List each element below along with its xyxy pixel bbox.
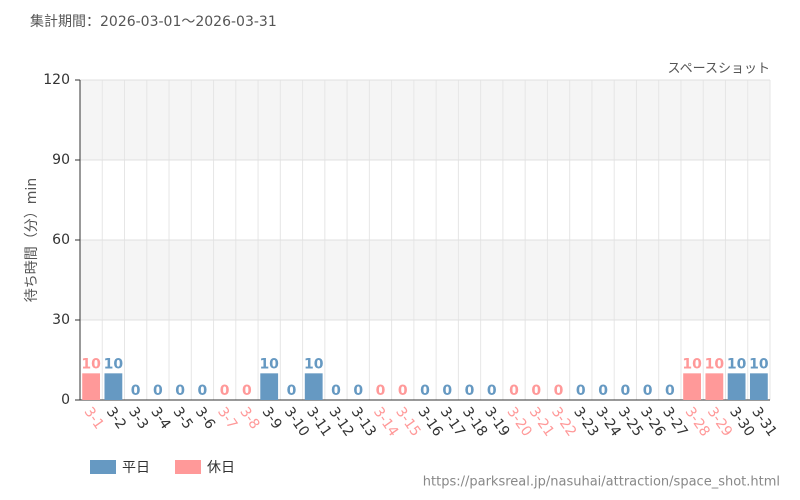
grid-band	[80, 80, 770, 160]
x-tick-label: 3-9	[259, 404, 285, 432]
y-tick-label: 60	[52, 232, 70, 248]
data-label: 10	[749, 356, 769, 372]
data-label: 10	[682, 356, 702, 372]
x-tick-label: 3-7	[214, 404, 240, 432]
x-tick-label: 3-3	[125, 404, 151, 432]
data-label: 0	[376, 383, 386, 399]
x-tick-label: 3-31	[748, 404, 779, 439]
bar	[82, 373, 101, 400]
data-label: 0	[153, 383, 163, 399]
data-label: 0	[665, 383, 675, 399]
bar	[705, 373, 724, 400]
data-label: 0	[242, 383, 252, 399]
data-label: 0	[198, 383, 208, 399]
chart-subtitle: スペースショット	[668, 62, 770, 77]
data-label: 0	[531, 383, 541, 399]
source-url: https://parksreal.jp/nasuhai/attraction/…	[423, 475, 780, 490]
bar	[304, 373, 323, 400]
bar	[260, 373, 279, 400]
data-label: 0	[465, 383, 475, 399]
data-label: 0	[643, 383, 653, 399]
data-label: 10	[727, 356, 747, 372]
bar	[749, 373, 768, 400]
y-tick-label: 0	[61, 392, 70, 408]
x-tick-label: 3-6	[192, 404, 218, 432]
x-tick-label: 3-4	[147, 404, 173, 432]
legend-swatch	[90, 460, 116, 474]
y-tick-label: 120	[43, 72, 70, 88]
x-tick-label: 3-5	[170, 404, 196, 432]
data-label: 0	[420, 383, 430, 399]
data-label: 0	[220, 383, 230, 399]
x-tick-label: 3-2	[103, 404, 129, 432]
grid-band	[80, 240, 770, 320]
data-label: 0	[576, 383, 586, 399]
data-label: 0	[509, 383, 519, 399]
data-label: 10	[81, 356, 101, 372]
data-label: 0	[398, 383, 408, 399]
data-label: 10	[705, 356, 725, 372]
legend-label: 休日	[207, 460, 235, 476]
legend-swatch	[175, 460, 201, 474]
data-label: 0	[620, 383, 630, 399]
chart-title: 集計期間：2026-03-01～2026-03-31	[30, 13, 277, 30]
y-tick-label: 90	[52, 152, 70, 168]
data-label: 10	[304, 356, 324, 372]
bar	[104, 373, 123, 400]
data-label: 0	[598, 383, 608, 399]
data-label: 0	[353, 383, 363, 399]
data-label: 0	[554, 383, 564, 399]
data-label: 0	[442, 383, 452, 399]
data-label: 0	[175, 383, 185, 399]
bar	[727, 373, 746, 400]
legend-label: 平日	[122, 460, 150, 476]
data-label: 0	[287, 383, 297, 399]
y-axis-label: 待ち時間（分）min	[24, 178, 40, 302]
data-label: 0	[131, 383, 141, 399]
x-tick-label: 3-8	[236, 404, 262, 432]
x-tick-label: 3-1	[81, 404, 107, 432]
bar	[683, 373, 701, 400]
data-label: 10	[104, 356, 124, 372]
data-label: 10	[259, 356, 279, 372]
data-label: 0	[331, 383, 341, 399]
data-label: 0	[487, 383, 497, 399]
y-tick-label: 30	[52, 312, 70, 328]
